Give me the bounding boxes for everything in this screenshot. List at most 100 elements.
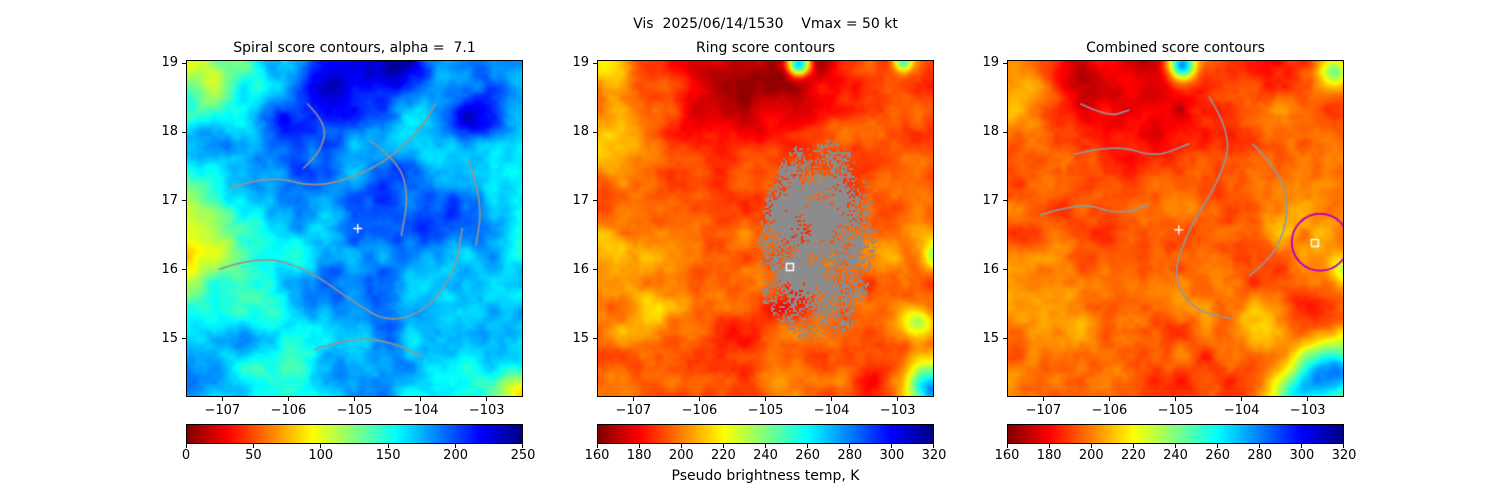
- y-tick-label: 19: [572, 55, 589, 71]
- y-tick-label: 18: [982, 124, 999, 140]
- y-tick-label: 17: [572, 192, 589, 208]
- colorbar-tick-mark: [680, 444, 682, 448]
- colorbar-tick-label: 200: [443, 448, 468, 463]
- colorbar-tick-mark: [722, 444, 724, 448]
- x-tick-label: −106: [270, 403, 307, 418]
- colorbar-tick-label: 200: [668, 448, 694, 463]
- x-tick-mark: [1307, 397, 1309, 401]
- y-tick-label: 18: [572, 124, 589, 140]
- colorbar-tick-mark: [1259, 444, 1261, 448]
- colorbar-tick-label: 260: [795, 448, 821, 463]
- y-tick-label: 19: [161, 55, 178, 71]
- axes-title-ring: Ring score contours: [695, 40, 835, 56]
- colorbar-tick-mark: [521, 444, 523, 448]
- colorbar-tick-label: 160: [584, 448, 610, 463]
- x-tick-mark: [698, 397, 700, 401]
- colorbar-tick-label: 220: [1120, 448, 1146, 463]
- colorbar-xlabel: Pseudo brightness temp, K: [671, 468, 860, 484]
- colorbar-tick-label: 200: [1078, 448, 1104, 463]
- colorbar-tick-mark: [1006, 444, 1008, 448]
- colorbar-tick-mark: [1048, 444, 1050, 448]
- y-tick-mark: [593, 338, 597, 340]
- colorbar-tick-label: 280: [837, 448, 863, 463]
- x-tick-mark: [1108, 397, 1110, 401]
- spiral-heatmap-canvas: [186, 60, 523, 397]
- y-tick-label: 16: [161, 261, 178, 277]
- spiral-colorbar: [186, 424, 523, 444]
- colorbar-tick-label: 180: [626, 448, 652, 463]
- y-tick-mark: [1003, 269, 1007, 271]
- colorbar-tick-mark: [1342, 444, 1344, 448]
- colorbar-tick-mark: [320, 444, 322, 448]
- colorbar-tick-label: 50: [245, 448, 262, 463]
- y-tick-label: 18: [161, 124, 178, 140]
- y-tick-label: 17: [161, 192, 178, 208]
- combined-heatmap-canvas: [1007, 60, 1344, 397]
- y-tick-mark: [593, 269, 597, 271]
- x-tick-mark: [831, 397, 833, 401]
- colorbar-tick-label: 300: [1289, 448, 1315, 463]
- y-tick-label: 17: [982, 192, 999, 208]
- colorbar-tick-mark: [596, 444, 598, 448]
- colorbar-tick-mark: [1301, 444, 1303, 448]
- figure-suptitle: Vis 2025/06/14/1530 Vmax = 50 kt: [633, 16, 898, 32]
- colorbar-tick-label: 220: [710, 448, 736, 463]
- y-tick-mark: [1003, 62, 1007, 64]
- colorbar-tick-label: 160: [994, 448, 1020, 463]
- colorbar-tick-label: 260: [1205, 448, 1231, 463]
- y-tick-label: 15: [161, 330, 178, 346]
- y-tick-label: 19: [982, 55, 999, 71]
- colorbar-tick-mark: [185, 444, 187, 448]
- ring-colorbar: [597, 424, 934, 444]
- y-tick-mark: [182, 338, 186, 340]
- x-tick-label: −106: [681, 403, 718, 418]
- colorbar-tick-label: 300: [879, 448, 905, 463]
- colorbar-tick-label: 320: [921, 448, 947, 463]
- y-tick-label: 15: [572, 330, 589, 346]
- axes-title-combined: Combined score contours: [1086, 40, 1265, 56]
- y-tick-mark: [182, 269, 186, 271]
- y-tick-mark: [593, 131, 597, 133]
- y-tick-mark: [1003, 338, 1007, 340]
- y-tick-label: 15: [982, 330, 999, 346]
- x-tick-label: −105: [747, 403, 784, 418]
- x-tick-mark: [354, 397, 355, 401]
- x-tick-mark: [420, 397, 422, 401]
- y-tick-label: 16: [982, 261, 999, 277]
- colorbar-tick-mark: [638, 444, 640, 448]
- x-tick-mark: [287, 397, 289, 401]
- colorbar-tick-label: 150: [375, 448, 401, 463]
- x-tick-mark: [897, 397, 899, 401]
- colorbar-tick-label: 180: [1036, 448, 1062, 463]
- x-tick-label: −103: [879, 403, 916, 418]
- x-tick-mark: [221, 397, 223, 401]
- colorbar-tick-label: 240: [1163, 448, 1188, 463]
- x-tick-mark: [765, 397, 766, 401]
- colorbar-tick-mark: [932, 444, 934, 448]
- colorbar-tick-mark: [455, 444, 457, 448]
- colorbar-tick-label: 240: [753, 448, 778, 463]
- y-tick-mark: [593, 200, 597, 202]
- y-tick-mark: [182, 131, 186, 133]
- colorbar-tick-label: 100: [308, 448, 334, 463]
- combined-colorbar: [1007, 424, 1344, 444]
- y-tick-mark: [182, 62, 186, 64]
- colorbar-tick-label: 320: [1331, 448, 1357, 463]
- colorbar-tick-mark: [891, 444, 893, 448]
- x-tick-label: −107: [1025, 403, 1062, 418]
- x-tick-label: −105: [336, 403, 373, 418]
- y-tick-mark: [182, 200, 186, 202]
- colorbar-tick-label: 250: [510, 448, 536, 463]
- colorbar-tick-mark: [765, 444, 766, 448]
- colorbar-tick-mark: [807, 444, 809, 448]
- x-tick-label: −106: [1091, 403, 1128, 418]
- x-tick-label: −107: [615, 403, 652, 418]
- colorbar-tick-mark: [849, 444, 851, 448]
- colorbar-tick-mark: [1175, 444, 1176, 448]
- x-tick-label: −107: [204, 403, 241, 418]
- x-tick-mark: [1241, 397, 1243, 401]
- y-tick-mark: [593, 62, 597, 64]
- colorbar-tick-mark: [1090, 444, 1092, 448]
- x-tick-label: −103: [1289, 403, 1326, 418]
